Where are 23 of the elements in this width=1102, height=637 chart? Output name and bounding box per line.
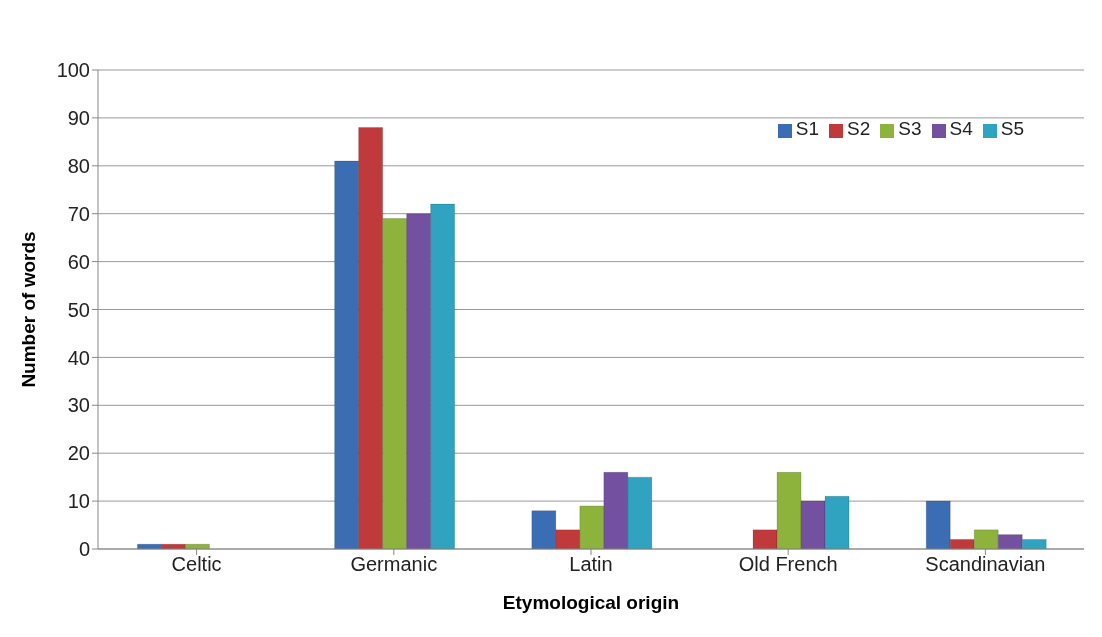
x-tick-label: Celtic [171,553,222,576]
y-tick-label: 40 [67,346,90,369]
x-tick-label: Scandinavian [925,553,1046,576]
y-tick-label: 0 [78,538,90,561]
legend-label: S3 [898,118,922,139]
y-tick-label: 70 [67,202,90,225]
y-tick-label: 10 [67,490,90,513]
y-axis-title: Number of words [17,231,39,388]
y-tick-label: 50 [67,298,90,321]
y-tick-label: 100 [56,59,90,82]
x-tick-label: Germanic [350,553,438,576]
x-tick-label: Old French [738,553,838,576]
legend-label: S1 [795,118,819,139]
legend-label: S4 [949,118,973,139]
y-tick-label: 90 [67,107,90,129]
y-tick-label: 30 [67,394,90,417]
x-axis-title: Etymological origin [502,592,680,613]
legend-label: S2 [847,118,871,139]
x-tick-label: Latin [569,553,613,576]
y-tick-label: 20 [67,442,90,465]
y-tick-label: 60 [67,250,90,273]
y-tick-label: 80 [67,154,90,177]
legend-label: S5 [1000,118,1024,139]
